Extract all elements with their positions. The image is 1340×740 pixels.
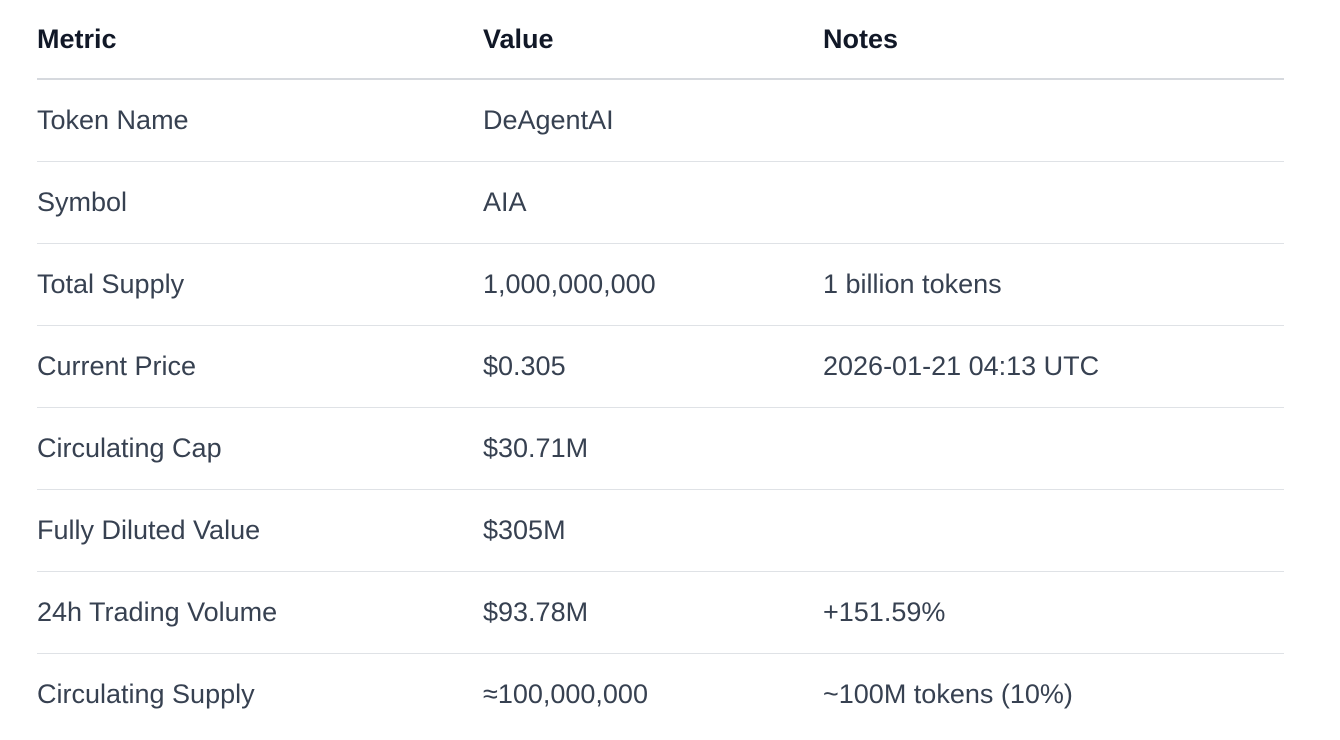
value-cell: AIA (483, 161, 823, 244)
metric-cell: Token Name (37, 79, 483, 162)
notes-cell (823, 489, 1284, 572)
notes-cell: ~100M tokens (10%) (823, 679, 1073, 709)
metric-cell: Circulating Supply (37, 679, 255, 709)
table-row: Circulating Supply ≈100,000,000 ~100M to… (37, 654, 1284, 736)
notes-cell (823, 79, 1284, 162)
value-cell: $305M (483, 489, 823, 572)
metric-cell: 24h Trading Volume (37, 571, 483, 654)
table-row: Total Supply 1,000,000,000 1 billion tok… (37, 243, 1284, 326)
value-cell: 1,000,000,000 (483, 243, 823, 326)
notes-cell: 1 billion tokens (823, 243, 1284, 326)
header-metric: Metric (37, 0, 483, 80)
value-cell: $0.305 (483, 325, 823, 408)
table-row: Circulating Cap $30.71M (37, 407, 1284, 490)
value-cell: DeAgentAI (483, 79, 823, 162)
metric-cell: Total Supply (37, 243, 483, 326)
table-row: Symbol AIA (37, 161, 1284, 244)
value-cell: $30.71M (483, 407, 823, 490)
token-metrics-table: Metric Value Notes Token Name DeAgentAI … (37, 0, 1284, 735)
value-cell: ≈100,000,000 (483, 679, 648, 709)
notes-cell: +151.59% (823, 571, 1284, 654)
metric-cell: Circulating Cap (37, 407, 483, 490)
table-header-row: Metric Value Notes (37, 0, 1284, 80)
metric-cell: Current Price (37, 325, 483, 408)
notes-cell (823, 407, 1284, 490)
table-row: Fully Diluted Value $305M (37, 489, 1284, 572)
notes-cell (823, 161, 1284, 244)
value-cell: $93.78M (483, 571, 823, 654)
metric-cell: Symbol (37, 161, 483, 244)
header-notes: Notes (823, 0, 1284, 80)
metric-cell: Fully Diluted Value (37, 489, 483, 572)
header-value: Value (483, 0, 823, 80)
table-row: 24h Trading Volume $93.78M +151.59% (37, 571, 1284, 654)
table-row: Token Name DeAgentAI (37, 79, 1284, 162)
token-metrics-container: Metric Value Notes Token Name DeAgentAI … (37, 0, 1284, 735)
table-row: Current Price $0.305 2026-01-21 04:13 UT… (37, 325, 1284, 408)
notes-cell: 2026-01-21 04:13 UTC (823, 325, 1284, 408)
